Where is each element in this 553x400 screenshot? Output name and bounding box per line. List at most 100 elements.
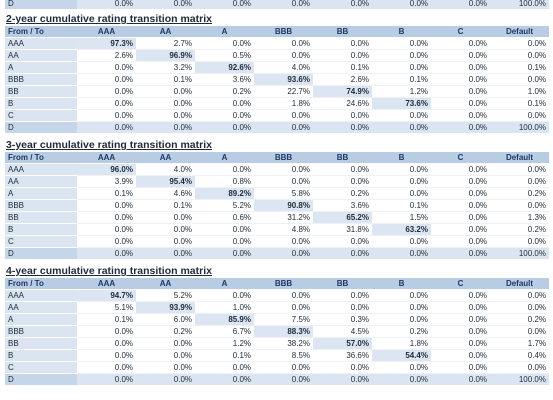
cell: 36.6% bbox=[313, 349, 372, 362]
row-label: BB bbox=[5, 337, 77, 350]
cell: 0.0% bbox=[431, 187, 490, 200]
cell: 0.2% bbox=[372, 325, 431, 338]
column-header: AAA bbox=[77, 278, 136, 290]
cell: 31.2% bbox=[254, 211, 313, 224]
diagonal-cell: 97.3% bbox=[77, 37, 136, 50]
row-label: D bbox=[5, 0, 77, 10]
cell: 0.0% bbox=[372, 187, 431, 200]
cell: 0.0% bbox=[254, 163, 313, 176]
table-row: A 0.0% 3.2% 92.6% 4.0% 0.1% 0.0% 0.0% 0.1% bbox=[5, 61, 549, 74]
table-row: AA 3.9% 95.4% 0.8% 0.0% 0.0% 0.0% 0.0% 0.0% bbox=[5, 175, 549, 188]
cell: 0.0% bbox=[195, 109, 254, 122]
cell: 4.0% bbox=[254, 61, 313, 74]
cell: 0.0% bbox=[490, 235, 549, 248]
cell: 0.0% bbox=[254, 247, 313, 260]
row-label: A bbox=[5, 61, 77, 74]
cell: 0.0% bbox=[136, 97, 195, 110]
column-header: B bbox=[372, 278, 431, 290]
cell: 0.0% bbox=[431, 85, 490, 98]
cell: 2.6% bbox=[313, 73, 372, 86]
document-page: D 0.0% 0.0% 0.0% 0.0% 0.0% 0.0% 0.0% 100… bbox=[5, 0, 549, 390]
transition-matrix-table: From / To AAA AA A BBB BB B C Default AAA 97.3% 2.7… bbox=[5, 26, 549, 134]
cell: 0.0% bbox=[136, 85, 195, 98]
cell: 0.1% bbox=[195, 349, 254, 362]
table-row: C 0.0% 0.0% 0.0% 0.0% 0.0% 0.0% 0.0% 0.0% bbox=[5, 361, 549, 374]
cell: 0.0% bbox=[372, 61, 431, 74]
cell: 0.0% bbox=[254, 49, 313, 62]
diagonal-cell: 93.6% bbox=[254, 73, 313, 86]
diagonal-cell: 90.8% bbox=[254, 199, 313, 212]
cell: 0.0% bbox=[77, 85, 136, 98]
cell: 0.0% bbox=[136, 223, 195, 236]
column-header: C bbox=[431, 26, 490, 38]
diagonal-cell: 73.6% bbox=[372, 97, 431, 110]
cell: 0.0% bbox=[490, 199, 549, 212]
cell: 0.0% bbox=[431, 121, 490, 134]
cell: 0.0% bbox=[490, 37, 549, 50]
cell: 0.0% bbox=[431, 175, 490, 188]
cell: 0.2% bbox=[490, 313, 549, 326]
cell: 0.0% bbox=[136, 337, 195, 350]
cell: 2.7% bbox=[136, 37, 195, 50]
table-row: B 0.0% 0.0% 0.0% 1.8% 24.6% 73.6% 0.0% 0.1% bbox=[5, 97, 549, 110]
cell: 0.0% bbox=[313, 235, 372, 248]
diagonal-cell: 63.2% bbox=[372, 223, 431, 236]
cell: 0.0% bbox=[195, 0, 254, 10]
cell: 0.8% bbox=[195, 175, 254, 188]
cell: 0.0% bbox=[372, 289, 431, 302]
cell: 0.2% bbox=[490, 223, 549, 236]
cell: 0.0% bbox=[372, 361, 431, 374]
cell: 6.7% bbox=[195, 325, 254, 338]
cell: 0.0% bbox=[195, 37, 254, 50]
cell: 0.1% bbox=[77, 313, 136, 326]
cell: 0.0% bbox=[77, 199, 136, 212]
cell: 1.0% bbox=[490, 85, 549, 98]
cell: 0.0% bbox=[490, 289, 549, 302]
cell: 0.0% bbox=[372, 163, 431, 176]
row-label: AAA bbox=[5, 289, 77, 302]
cell: 0.2% bbox=[195, 85, 254, 98]
table-row: BBB 0.0% 0.1% 3.6% 93.6% 2.6% 0.1% 0.0% 0.0% bbox=[5, 73, 549, 86]
column-header: BBB bbox=[254, 278, 313, 290]
row-label: A bbox=[5, 187, 77, 200]
table-row: D 0.0% 0.0% 0.0% 0.0% 0.0% 0.0% 0.0% 100.0% bbox=[5, 373, 549, 386]
cell: 6.0% bbox=[136, 313, 195, 326]
row-label: BB bbox=[5, 211, 77, 224]
cell: 0.1% bbox=[490, 61, 549, 74]
matrices-container: 2-year cumulative rating transition matr… bbox=[5, 12, 549, 386]
cell: 0.0% bbox=[195, 163, 254, 176]
cell: 1.5% bbox=[372, 211, 431, 224]
cell: 5.8% bbox=[254, 187, 313, 200]
cell: 0.0% bbox=[431, 247, 490, 260]
table-row: AAA 94.7% 5.2% 0.0% 0.0% 0.0% 0.0% 0.0% 0.0% bbox=[5, 289, 549, 302]
cell: 0.0% bbox=[77, 109, 136, 122]
cell: 0.1% bbox=[490, 97, 549, 110]
cell: 0.0% bbox=[431, 223, 490, 236]
cell: 0.0% bbox=[77, 373, 136, 386]
cell: 38.2% bbox=[254, 337, 313, 350]
cell: 0.0% bbox=[254, 0, 313, 10]
cell: 0.0% bbox=[372, 37, 431, 50]
column-header: BBB bbox=[254, 152, 313, 164]
table-row: B 0.0% 0.0% 0.0% 4.8% 31.8% 63.2% 0.0% 0.2% bbox=[5, 223, 549, 236]
cell: 0.0% bbox=[313, 175, 372, 188]
table-row: B 0.0% 0.0% 0.1% 8.5% 36.6% 54.4% 0.0% 0.4% bbox=[5, 349, 549, 362]
diagonal-cell: 93.9% bbox=[136, 301, 195, 314]
table-row: BB 0.0% 0.0% 0.2% 22.7% 74.9% 1.2% 0.0% 1.0% bbox=[5, 85, 549, 98]
cell: 0.0% bbox=[77, 337, 136, 350]
cell: 0.0% bbox=[431, 0, 490, 10]
table-row: C 0.0% 0.0% 0.0% 0.0% 0.0% 0.0% 0.0% 0.0% bbox=[5, 235, 549, 248]
cell: 24.6% bbox=[313, 97, 372, 110]
cell: 0.0% bbox=[254, 175, 313, 188]
cell: 0.0% bbox=[313, 361, 372, 374]
cell: 0.0% bbox=[313, 373, 372, 386]
cell: 0.0% bbox=[195, 289, 254, 302]
diagonal-cell: 0.0% bbox=[431, 109, 490, 122]
cell: 0.0% bbox=[490, 361, 549, 374]
cell: 0.0% bbox=[372, 235, 431, 248]
matrix-block: 4-year cumulative rating transition matr… bbox=[5, 264, 549, 386]
top-fragment-table: D 0.0% 0.0% 0.0% 0.0% 0.0% 0.0% 0.0% 100… bbox=[5, 0, 549, 10]
cell: 2.6% bbox=[77, 49, 136, 62]
table-row: D 0.0% 0.0% 0.0% 0.0% 0.0% 0.0% 0.0% 100.0% bbox=[5, 121, 549, 134]
cell: 0.0% bbox=[77, 325, 136, 338]
